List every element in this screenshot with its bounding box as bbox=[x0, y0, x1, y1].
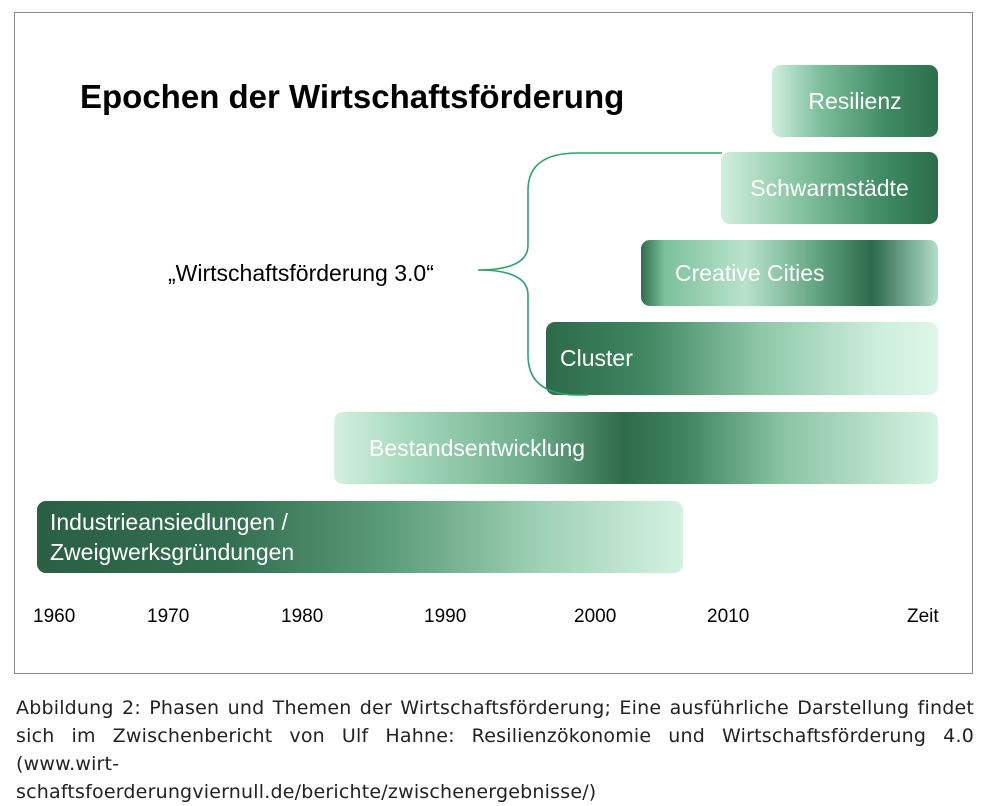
phase-bar-schwarmstaedte: Schwarmstädte bbox=[721, 152, 938, 224]
phase-label-cluster: Cluster bbox=[560, 345, 633, 371]
phase-label-industrie-line2: Zweigwerksgründungen bbox=[50, 539, 295, 565]
bracket-label: „Wirtschaftsförderung 3.0“ bbox=[168, 260, 434, 286]
figure-caption: Abbildung 2: Phasen und Themen der Wirts… bbox=[16, 694, 974, 806]
phase-bar-resilienz: Resilienz bbox=[772, 65, 938, 137]
curly-brace bbox=[478, 152, 722, 396]
axis-label-2010: 2010 bbox=[707, 606, 750, 627]
axis-label-1980: 1980 bbox=[281, 606, 324, 627]
phase-label-resilienz: Resilienz bbox=[808, 87, 902, 114]
axis-label-1990: 1990 bbox=[424, 606, 467, 627]
caption-line-2: sich im Zwischenbericht von Ulf Hahne: R… bbox=[16, 725, 974, 775]
phase-label-bestandsentwicklung: Bestandsentwicklung bbox=[369, 434, 586, 461]
axis-label-2000: 2000 bbox=[574, 606, 617, 627]
phase-bar-industrieansiedlungen: Industrieansiedlungen / Zweigwerksgründu… bbox=[37, 501, 683, 573]
phase-bar-cluster: Cluster bbox=[546, 322, 938, 395]
axis-label-1970: 1970 bbox=[147, 606, 190, 627]
axis-label-1960: 1960 bbox=[33, 606, 76, 627]
caption-line-1: Abbildung 2: Phasen und Themen der Wirts… bbox=[16, 697, 974, 719]
diagram-title: Epochen der Wirtschaftsförderung bbox=[80, 78, 625, 115]
phase-label-schwarmstaedte: Schwarmstädte bbox=[750, 174, 909, 201]
axis-label-zeit: Zeit bbox=[907, 606, 939, 627]
phase-label-creative-cities: Creative Cities bbox=[675, 259, 825, 286]
caption-line-3: schaftsfoerderungviernull.de/berichte/zw… bbox=[16, 781, 597, 803]
phase-bar-bestandsentwicklung: Bestandsentwicklung bbox=[334, 412, 938, 484]
phase-bar-creative-cities: Creative Cities bbox=[641, 240, 938, 306]
phase-label-industrie-line1: Industrieansiedlungen / bbox=[50, 509, 288, 535]
